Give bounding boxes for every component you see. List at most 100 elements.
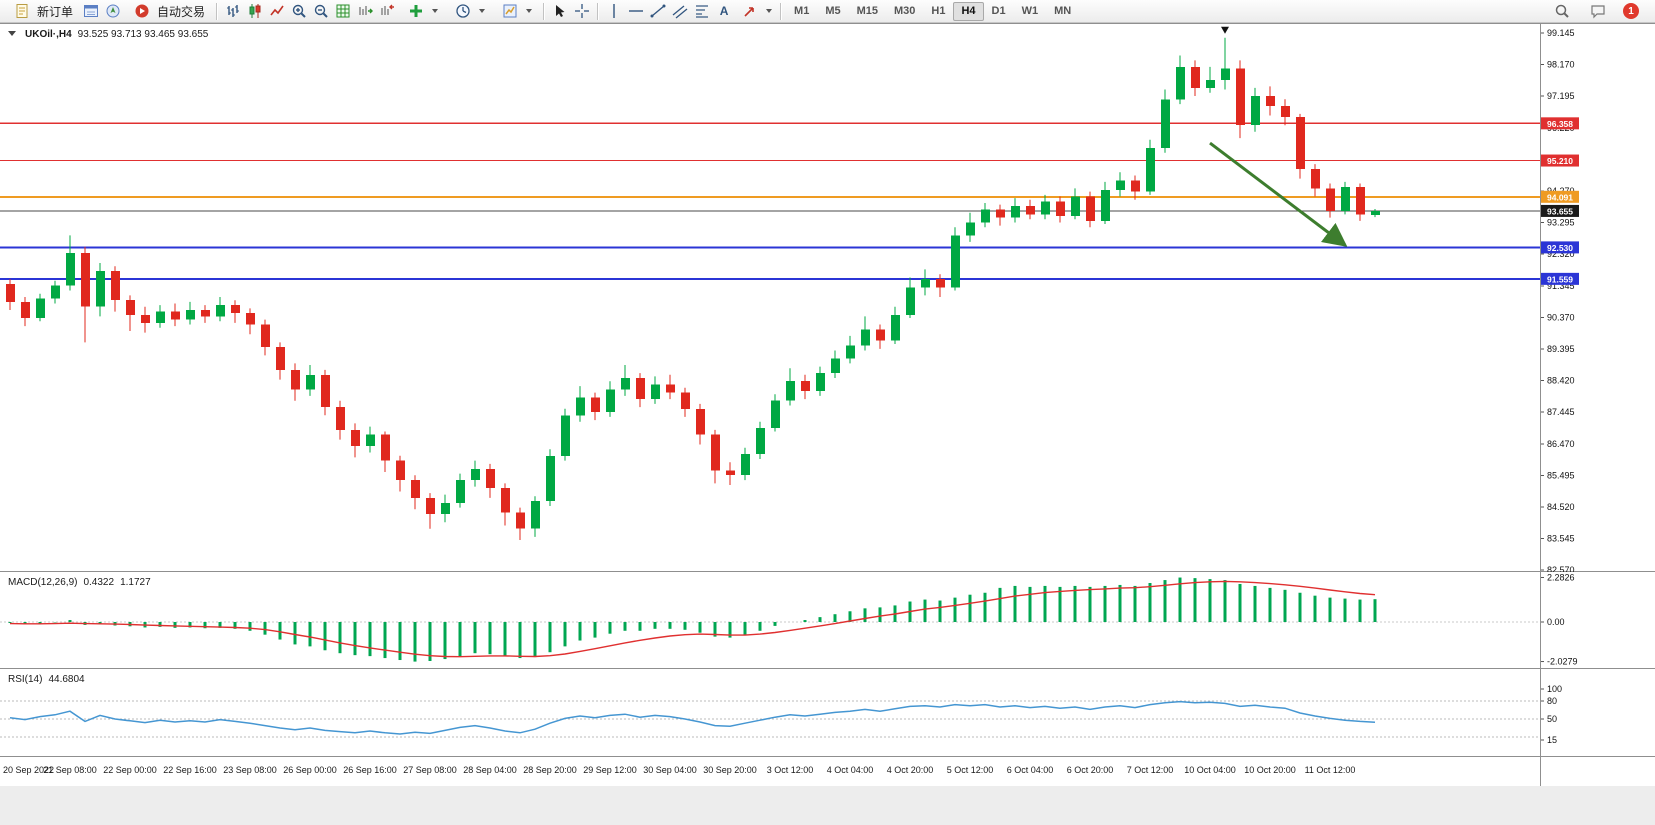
bar-chart-icon[interactable] — [222, 1, 244, 21]
time-label: 27 Sep 08:00 — [403, 765, 457, 775]
candlestick-chart-icon[interactable] — [244, 1, 266, 21]
new-order-button[interactable]: 新订单 — [4, 1, 80, 21]
trend-arrow[interactable] — [1209, 141, 1348, 247]
candle-body — [471, 468, 480, 481]
candle-body — [531, 501, 540, 529]
navigator-icon[interactable] — [102, 1, 124, 21]
candle-body — [156, 311, 165, 323]
price-badge — [1541, 190, 1579, 203]
time-label: 30 Sep 20:00 — [703, 765, 757, 775]
price-badge-label: 91.559 — [1547, 274, 1573, 284]
candle-body — [246, 313, 255, 325]
candle-body — [891, 314, 900, 341]
candle-body — [231, 305, 240, 314]
macd-signal-line — [9, 580, 1376, 658]
candle-body — [591, 397, 600, 413]
candle-body — [786, 381, 795, 401]
time-label: 22 Sep 16:00 — [163, 765, 217, 775]
price-badge — [1541, 272, 1579, 285]
horizontal-line-icon[interactable] — [625, 1, 647, 21]
periods-icon — [452, 1, 474, 21]
timeframe-mn[interactable]: MN — [1046, 2, 1079, 21]
search-icon[interactable] — [1551, 1, 1573, 21]
rsi-canvas[interactable]: 100 80 50 15 — [0, 670, 1655, 757]
candle-body — [1251, 96, 1260, 126]
timeframe-h1[interactable]: H1 — [923, 2, 953, 21]
zoom-out-icon[interactable] — [310, 1, 332, 21]
candle-body — [336, 407, 345, 430]
auto-trading-button[interactable]: 自动交易 — [124, 1, 212, 21]
time-label: 11 Oct 12:00 — [1304, 765, 1356, 775]
candle-body — [1206, 79, 1215, 88]
fibonacci-icon[interactable] — [691, 1, 713, 21]
timeframe-h4[interactable]: H4 — [953, 1, 984, 21]
candle-body — [666, 384, 675, 393]
chevron-down-icon[interactable] — [8, 31, 16, 36]
candle-body — [936, 279, 945, 288]
market-watch-icon[interactable] — [80, 1, 102, 21]
periods-button[interactable] — [445, 1, 492, 21]
macd-canvas[interactable]: 2.2826 0.00 -2.0279 — [0, 573, 1655, 669]
rsi-pane[interactable]: 100 80 50 15 — [0, 670, 1655, 757]
time-axis[interactable]: 20 Sep 2022 21 Sep 08:00 22 Sep 00:00 22 Se… — [0, 758, 1655, 786]
high-marker-icon — [1221, 26, 1229, 34]
axis-tick-label: -2.0279 — [1547, 657, 1578, 667]
crosshair-icon[interactable] — [571, 1, 593, 21]
time-label: 28 Sep 04:00 — [463, 765, 517, 775]
time-label: 29 Sep 12:00 — [583, 765, 637, 775]
timeframe-d1[interactable]: D1 — [984, 2, 1014, 21]
timeframe-m30[interactable]: M30 — [886, 2, 923, 21]
price-badge-label: 95.210 — [1547, 156, 1573, 166]
timeframe-m5[interactable]: M5 — [817, 2, 848, 21]
time-label: 5 Oct 12:00 — [946, 765, 994, 775]
candle-body — [6, 284, 15, 302]
axis-tick-label: 15 — [1547, 735, 1557, 745]
auto-scroll-icon[interactable] — [354, 1, 376, 21]
toolbar-separator — [543, 2, 546, 20]
candle-body — [1311, 168, 1320, 189]
channel-icon[interactable] — [669, 1, 691, 21]
axis-tick-label: 86.470 — [1547, 439, 1575, 449]
candle-body — [141, 314, 150, 323]
axis-tick-label: 98.170 — [1547, 60, 1575, 70]
timeframe-m1[interactable]: M1 — [786, 2, 817, 21]
candle-body — [1161, 99, 1170, 148]
candle-body — [1056, 201, 1065, 216]
axis-tick-label: 50 — [1547, 714, 1557, 724]
main-chart-canvas[interactable]: 99.14598.17097.19596.22095.24594.27093.2… — [0, 24, 1655, 572]
new-order-label: 新订单 — [37, 4, 74, 19]
indicators-add-button[interactable] — [398, 1, 445, 21]
price-badge-label: 94.091 — [1547, 192, 1573, 202]
chat-icon[interactable] — [1587, 1, 1609, 21]
macd-pane[interactable]: 2.2826 0.00 -2.0279 — [0, 573, 1655, 669]
trendline-icon[interactable] — [647, 1, 669, 21]
candle-body — [291, 369, 300, 390]
macd-name: MACD(12,26,9) — [8, 577, 78, 588]
axis-tick-label: 97.195 — [1547, 91, 1575, 101]
candle-body — [681, 392, 690, 409]
timeframe-w1[interactable]: W1 — [1014, 2, 1047, 21]
cursor-icon[interactable] — [549, 1, 571, 21]
vertical-line-icon[interactable] — [603, 1, 625, 21]
new-chart-icon[interactable] — [332, 1, 354, 21]
axis-tick-label: 87.445 — [1547, 407, 1575, 417]
dropdown-caret — [526, 9, 533, 13]
line-chart-icon[interactable] — [266, 1, 288, 21]
candle-body — [726, 470, 735, 476]
notification-badge[interactable]: 1 — [1623, 3, 1639, 19]
axis-tick-label: 89.395 — [1547, 344, 1575, 354]
candle-body — [126, 300, 135, 315]
time-label: 26 Sep 16:00 — [343, 765, 397, 775]
candle-body — [36, 298, 45, 319]
candle-body — [546, 455, 555, 502]
zoom-in-icon[interactable] — [288, 1, 310, 21]
chart-shift-icon[interactable] — [376, 1, 398, 21]
main-chart-pane[interactable]: 99.14598.17097.19596.22095.24594.27093.2… — [0, 24, 1655, 572]
candle-body — [1371, 210, 1380, 216]
time-label: 28 Sep 20:00 — [523, 765, 577, 775]
templates-button[interactable] — [492, 1, 539, 21]
text-tool-icon[interactable]: A — [719, 4, 729, 18]
templates-icon — [499, 1, 521, 21]
timeframe-m15[interactable]: M15 — [849, 2, 886, 21]
arrows-tool-button[interactable] — [735, 1, 776, 21]
